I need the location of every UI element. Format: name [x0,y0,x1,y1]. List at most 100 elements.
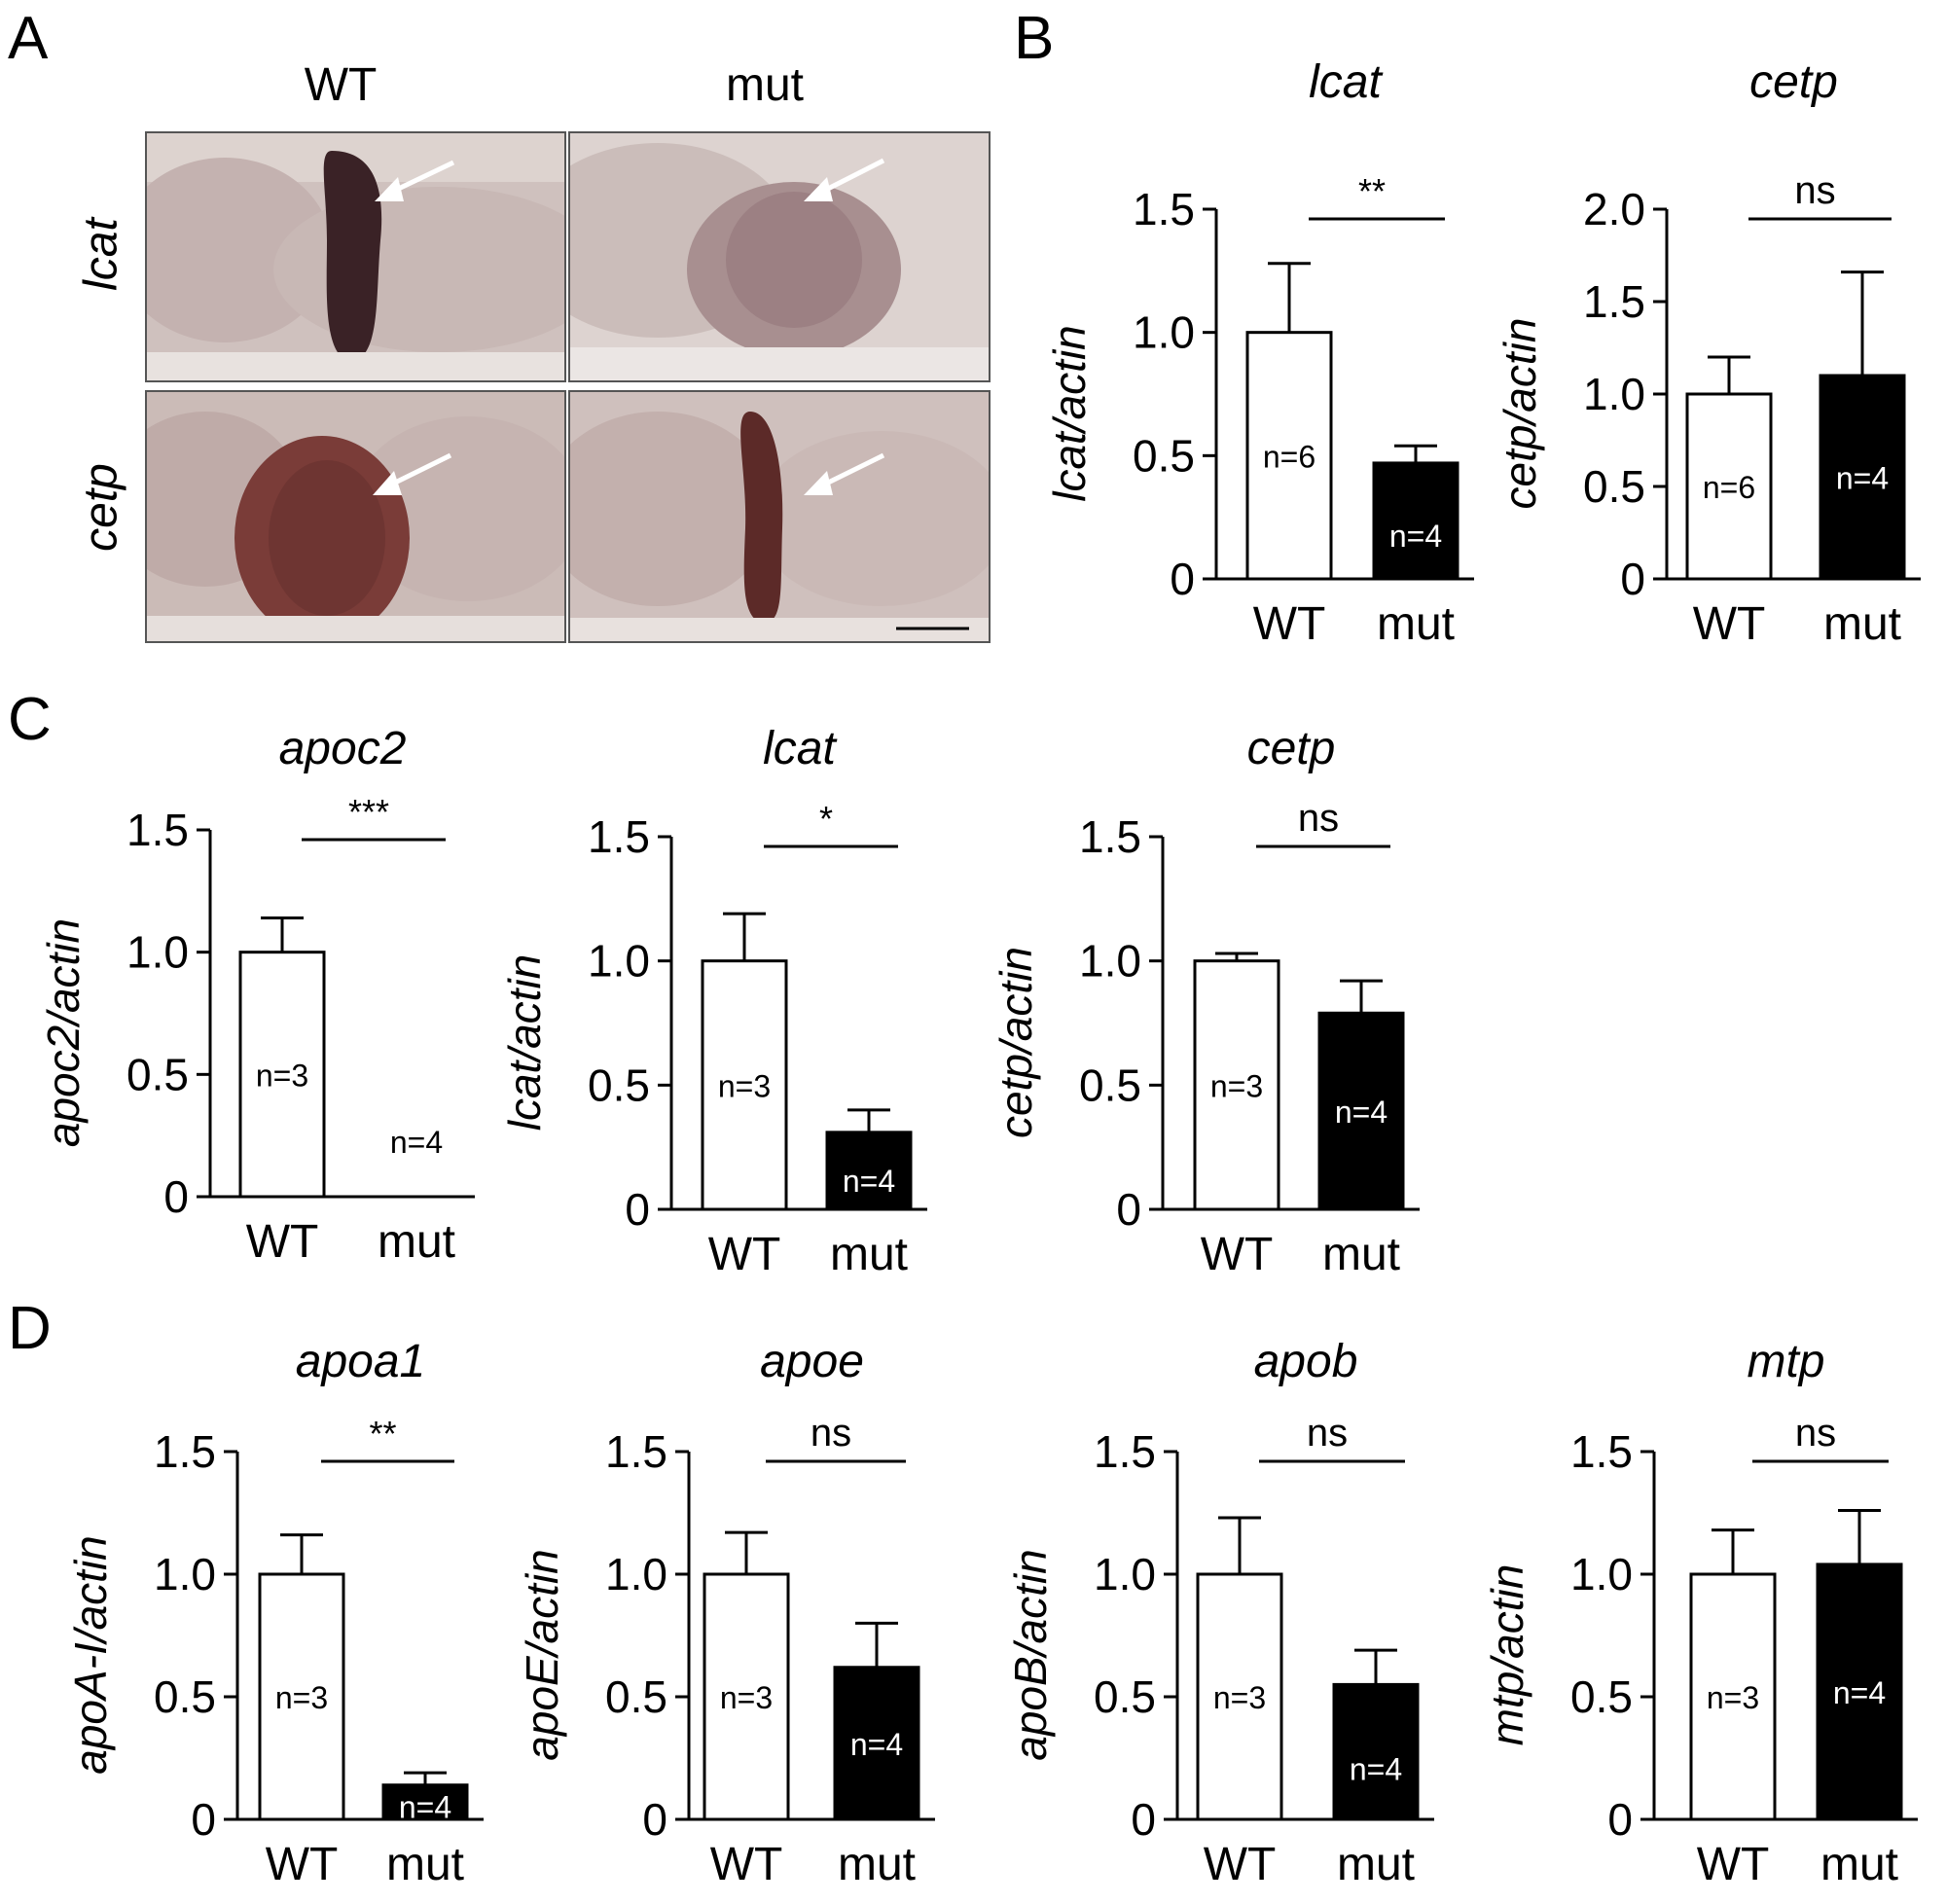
d4-y-tick-label: 1.0 [1570,1549,1633,1599]
b1-y-axis-label: lcat/actin [1044,325,1095,502]
c2-y-tick-label: 1.5 [588,811,650,862]
micrograph-wt-cetp [145,390,566,643]
d1-y-tick-label: 0 [191,1794,216,1845]
c1-category-label: WT [246,1216,319,1268]
d1-category-label: mut [386,1839,464,1890]
c3-chart-title: cetp [1247,723,1336,774]
b2-category-label: mut [1823,598,1901,650]
b2-y-tick-label: 0 [1620,554,1645,604]
c2-y-axis-label: lcat/actin [499,954,550,1132]
b1-n-label: n=4 [1389,519,1442,554]
c1-category-label: mut [378,1216,455,1268]
b2-y-axis-label: cetp/actin [1495,318,1545,510]
b2-y-tick-label: 1.0 [1583,369,1645,419]
micrograph-mut-lcat [568,131,991,382]
c1-significance-label: *** [348,792,389,832]
d4-significance-label: ns [1795,1412,1836,1455]
b2-y-tick-label: 1.5 [1583,276,1645,327]
c2-y-tick-label: 0.5 [588,1060,650,1110]
d3-y-tick-label: 0.5 [1094,1671,1156,1722]
b1-chart-title: lcat [1309,56,1383,108]
b1-category-label: mut [1377,598,1455,650]
column-label-mut: mut [725,59,804,111]
d2-category-label: mut [838,1839,916,1890]
c3-y-tick-label: 0 [1116,1184,1141,1235]
b1-y-tick-label: 1.0 [1133,307,1195,358]
d1-significance-label: ** [369,1414,396,1454]
d3-y-tick-label: 1.5 [1094,1426,1156,1477]
b1-y-tick-label: 1.5 [1133,184,1195,234]
b1-n-label: n=6 [1263,439,1315,474]
d2-y-tick-label: 0.5 [605,1671,667,1722]
c2-bar-wt [701,959,788,1211]
b1-y-tick-label: 0 [1170,554,1195,604]
panel-letter-c: C [8,686,52,753]
b2-y-tick-label: 0.5 [1583,461,1645,512]
b2-significance-label: ns [1794,169,1835,212]
d3-category-label: WT [1204,1839,1277,1890]
c2-category-label: WT [708,1229,781,1280]
d1-n-label: n=3 [275,1680,328,1715]
b1-bar-mut [1372,461,1460,581]
d3-bar-mut [1332,1682,1420,1821]
d3-n-label: n=3 [1213,1680,1266,1715]
d2-y-tick-label: 0 [642,1794,667,1845]
c3-category-label: mut [1322,1229,1400,1280]
c3-bar-mut [1317,1011,1405,1211]
b2-category-label: WT [1693,598,1766,650]
panel-letter-b: B [1014,5,1055,72]
micrograph-mut-cetp [568,390,991,643]
column-label-wt: WT [304,59,378,111]
d2-chart-title: apoe [760,1336,864,1387]
b2-chart-title: cetp [1749,56,1838,108]
b1-y-tick-label: 0.5 [1133,430,1195,481]
d1-chart-title: apoa1 [296,1336,425,1387]
d3-significance-label: ns [1307,1412,1348,1455]
c1-y-tick-label: 0.5 [126,1049,189,1099]
c1-n-label: n=4 [390,1125,443,1160]
c1-n-label: n=3 [256,1058,308,1093]
c3-n-label: n=4 [1335,1095,1387,1130]
d4-y-tick-label: 1.5 [1570,1426,1633,1477]
c3-category-label: WT [1201,1229,1274,1280]
d4-chart-title: mtp [1747,1336,1824,1387]
d4-category-label: WT [1697,1839,1770,1890]
c2-y-tick-label: 0 [625,1184,650,1235]
d3-n-label: n=4 [1350,1751,1402,1786]
c3-y-tick-label: 1.0 [1079,936,1141,987]
b1-significance-label: ** [1358,171,1386,211]
d4-y-tick-label: 0.5 [1570,1671,1633,1722]
c3-significance-label: ns [1298,797,1339,840]
c2-n-label: n=3 [718,1068,771,1103]
b1-category-label: WT [1253,598,1326,650]
d4-category-label: mut [1820,1839,1898,1890]
d3-y-axis-label: apoB/actin [1005,1549,1056,1760]
c3-y-axis-label: cetp/actin [991,947,1041,1138]
d2-bar-mut [833,1666,920,1821]
d2-y-tick-label: 1.5 [605,1426,667,1477]
d2-n-label: n=4 [850,1727,903,1762]
d1-y-tick-label: 0.5 [154,1671,216,1722]
b2-y-tick-label: 2.0 [1583,184,1645,234]
c3-y-tick-label: 0.5 [1079,1060,1141,1110]
c2-bar-mut [825,1131,913,1211]
d4-bar-wt [1689,1572,1777,1821]
d3-y-tick-label: 0 [1131,1794,1156,1845]
d2-y-tick-label: 1.0 [605,1549,667,1599]
d2-category-label: WT [710,1839,783,1890]
d2-y-axis-label: apoE/actin [517,1549,567,1760]
d4-n-label: n=4 [1833,1675,1886,1710]
d2-significance-label: ns [811,1412,851,1455]
d3-y-tick-label: 1.0 [1094,1549,1156,1599]
micrograph-wt-lcat [145,131,566,382]
c3-bar-wt [1193,959,1280,1211]
panel-letter-a: A [8,5,49,72]
c1-y-tick-label: 1.0 [126,927,189,978]
d2-n-label: n=3 [720,1680,773,1715]
b2-n-label: n=6 [1703,470,1755,505]
c2-category-label: mut [830,1229,908,1280]
d3-chart-title: apob [1254,1336,1358,1387]
panel-letter-d: D [8,1295,52,1362]
c2-significance-label: * [819,799,833,839]
b2-n-label: n=4 [1836,461,1889,496]
